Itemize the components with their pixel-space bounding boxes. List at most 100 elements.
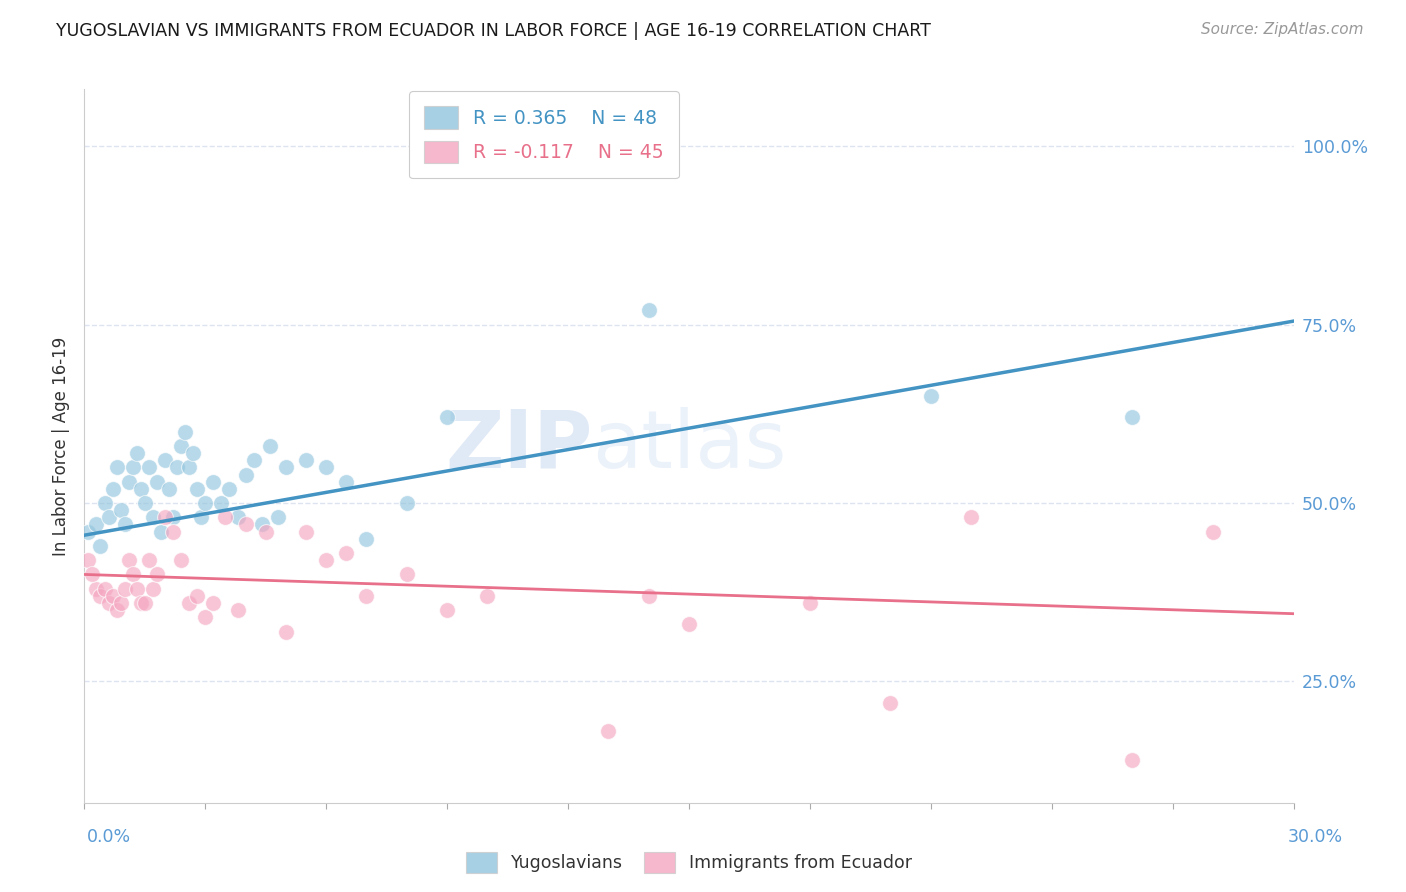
Point <box>960 510 983 524</box>
Point <box>254 524 277 539</box>
Point <box>174 425 197 439</box>
Point <box>235 517 257 532</box>
Point <box>436 410 458 425</box>
Point <box>356 589 378 603</box>
Point <box>97 596 120 610</box>
Text: YUGOSLAVIAN VS IMMIGRANTS FROM ECUADOR IN LABOR FORCE | AGE 16-19 CORRELATION CH: YUGOSLAVIAN VS IMMIGRANTS FROM ECUADOR I… <box>56 22 931 40</box>
Point <box>146 475 169 489</box>
Point <box>142 582 165 596</box>
Point <box>274 460 297 475</box>
Point <box>179 596 201 610</box>
Point <box>250 517 273 532</box>
Point <box>226 603 249 617</box>
Point <box>77 524 100 539</box>
Point <box>77 553 100 567</box>
Point <box>138 460 160 475</box>
Point <box>315 553 337 567</box>
Point <box>879 696 901 710</box>
Point <box>101 589 124 603</box>
Point <box>134 496 156 510</box>
Point <box>395 496 418 510</box>
Point <box>1121 753 1143 767</box>
Point <box>356 532 378 546</box>
Text: 30.0%: 30.0% <box>1288 828 1343 846</box>
Point <box>214 510 236 524</box>
Point <box>598 724 620 739</box>
Point <box>86 517 108 532</box>
Point <box>315 460 337 475</box>
Point <box>335 475 357 489</box>
Point <box>153 453 176 467</box>
Point <box>170 553 193 567</box>
Point <box>138 553 160 567</box>
Point <box>86 582 108 596</box>
Point <box>218 482 240 496</box>
Point <box>637 303 659 318</box>
Point <box>209 496 232 510</box>
Point <box>678 617 700 632</box>
Point <box>157 482 180 496</box>
Point <box>153 510 176 524</box>
Text: ZIP: ZIP <box>444 407 592 485</box>
Y-axis label: In Labor Force | Age 16-19: In Labor Force | Age 16-19 <box>52 336 70 556</box>
Point <box>114 582 136 596</box>
Point <box>110 503 132 517</box>
Point <box>235 467 257 482</box>
Point <box>242 453 264 467</box>
Point <box>267 510 290 524</box>
Point <box>194 496 217 510</box>
Point <box>1202 524 1225 539</box>
Legend: Yugoslavians, Immigrants from Ecuador: Yugoslavians, Immigrants from Ecuador <box>451 838 927 887</box>
Point <box>335 546 357 560</box>
Point <box>118 475 141 489</box>
Point <box>125 446 148 460</box>
Point <box>146 567 169 582</box>
Point <box>295 524 318 539</box>
Point <box>101 482 124 496</box>
Point <box>93 496 115 510</box>
Point <box>799 596 821 610</box>
Point <box>149 524 172 539</box>
Point <box>162 524 184 539</box>
Point <box>637 589 659 603</box>
Point <box>114 517 136 532</box>
Point <box>274 624 297 639</box>
Point <box>395 567 418 582</box>
Point <box>202 475 225 489</box>
Point <box>170 439 193 453</box>
Point <box>129 482 152 496</box>
Point <box>105 603 128 617</box>
Point <box>93 582 115 596</box>
Point <box>105 460 128 475</box>
Point <box>920 389 942 403</box>
Point <box>295 453 318 467</box>
Point <box>97 510 120 524</box>
Point <box>142 510 165 524</box>
Text: atlas: atlas <box>592 407 786 485</box>
Point <box>477 589 499 603</box>
Text: 0.0%: 0.0% <box>87 828 131 846</box>
Point <box>226 510 249 524</box>
Point <box>121 460 143 475</box>
Point <box>82 567 104 582</box>
Point <box>186 482 208 496</box>
Point <box>121 567 143 582</box>
Point <box>110 596 132 610</box>
Point <box>118 553 141 567</box>
Point <box>202 596 225 610</box>
Point <box>89 589 111 603</box>
Point <box>436 603 458 617</box>
Point <box>89 539 111 553</box>
Point <box>162 510 184 524</box>
Point <box>134 596 156 610</box>
Point <box>181 446 204 460</box>
Point <box>190 510 212 524</box>
Point <box>1121 410 1143 425</box>
Point <box>186 589 208 603</box>
Point <box>194 610 217 624</box>
Point <box>125 582 148 596</box>
Point <box>129 596 152 610</box>
Point <box>179 460 201 475</box>
Text: Source: ZipAtlas.com: Source: ZipAtlas.com <box>1201 22 1364 37</box>
Point <box>166 460 188 475</box>
